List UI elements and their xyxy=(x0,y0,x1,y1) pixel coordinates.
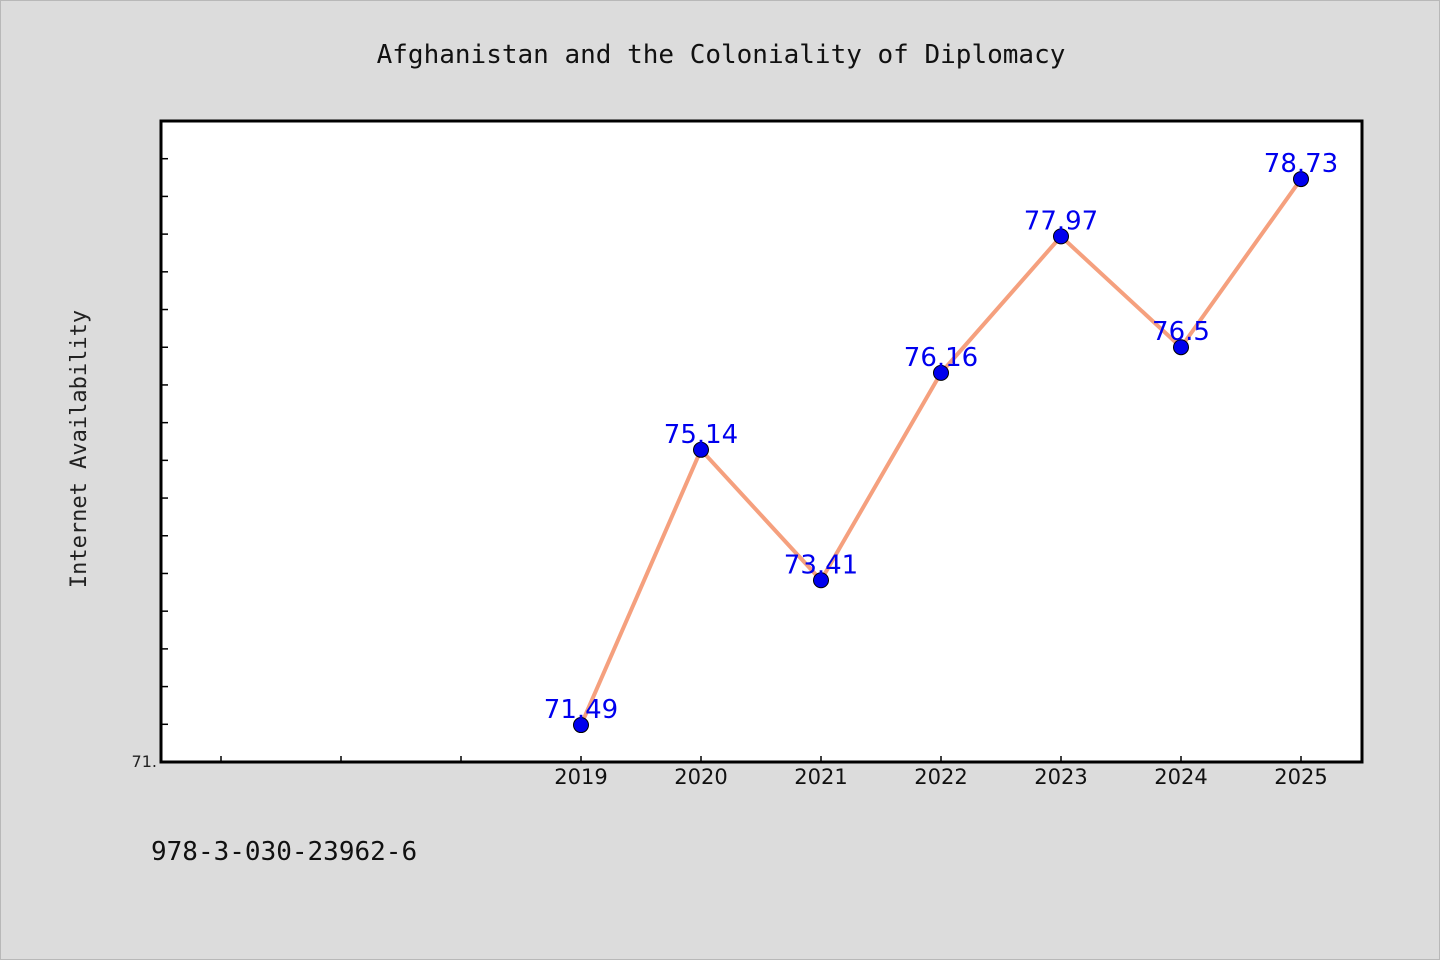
x-tick-label: 2025 xyxy=(1274,765,1327,789)
data-point xyxy=(1053,228,1069,245)
data-point xyxy=(693,441,709,458)
plot-frame xyxy=(159,119,1364,764)
data-label: 76.16 xyxy=(904,343,978,373)
data-point xyxy=(933,364,949,381)
x-tick-label: 2023 xyxy=(1034,765,1087,789)
data-point xyxy=(573,717,589,734)
x-tick-label: 2021 xyxy=(794,765,847,789)
x-tick-label: 2020 xyxy=(674,765,727,789)
data-label: 76.5 xyxy=(1152,317,1210,347)
chart-title: Afghanistan and the Coloniality of Diplo… xyxy=(377,40,1066,70)
x-tick-label: 2022 xyxy=(914,765,967,789)
footer-isbn: 978-3-030-23962-6 xyxy=(151,837,418,867)
x-tick-label: 2024 xyxy=(1154,765,1207,789)
data-point xyxy=(813,572,829,589)
x-axis-tick-labels: 2019 2020 2021 2022 2023 2024 2025 xyxy=(554,765,1327,789)
y-axis-origin-label: 71. xyxy=(132,752,157,771)
x-tick-label: 2019 xyxy=(554,765,607,789)
data-point xyxy=(1293,171,1309,188)
plot-area xyxy=(161,121,1362,762)
data-label: 73.41 xyxy=(784,550,858,580)
y-axis-label: Internet Availability xyxy=(67,310,92,588)
data-label: 75.14 xyxy=(664,420,738,450)
data-label: 77.97 xyxy=(1024,206,1098,236)
data-markers xyxy=(573,171,1309,734)
data-point xyxy=(1173,339,1189,356)
data-label: 71.49 xyxy=(544,695,618,725)
data-labels: 71.49 75.14 73.41 76.16 77.97 76.5 78.73 xyxy=(544,149,1338,725)
data-label: 78.73 xyxy=(1264,149,1338,179)
